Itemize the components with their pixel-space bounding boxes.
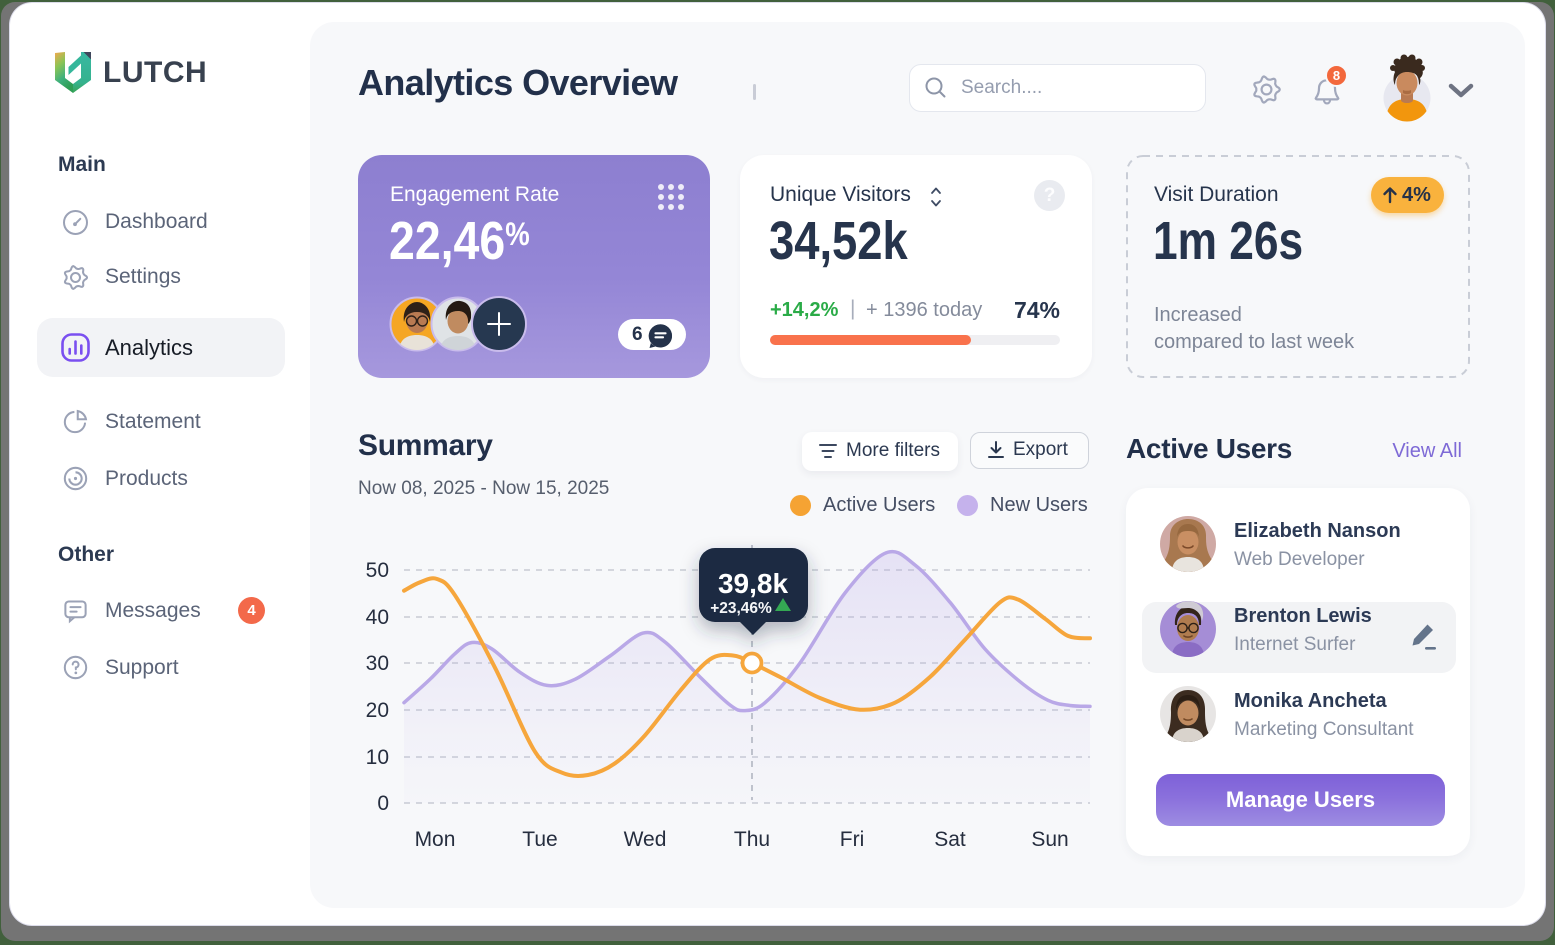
- svg-text:10: 10: [366, 746, 389, 769]
- svg-text:Sat: Sat: [934, 828, 966, 851]
- svg-text:Fri: Fri: [840, 828, 865, 851]
- svg-text:Thu: Thu: [734, 828, 770, 851]
- svg-text:Tue: Tue: [522, 828, 557, 851]
- svg-text:0: 0: [377, 792, 389, 815]
- svg-text:Sun: Sun: [1031, 828, 1068, 851]
- svg-text:40: 40: [366, 606, 389, 629]
- svg-text:20: 20: [366, 699, 389, 722]
- svg-text:30: 30: [366, 652, 389, 675]
- svg-text:+23,46%: +23,46%: [710, 600, 772, 617]
- svg-text:Mon: Mon: [415, 828, 456, 851]
- svg-text:Wed: Wed: [624, 828, 667, 851]
- svg-text:39,8k: 39,8k: [718, 568, 788, 599]
- svg-text:50: 50: [366, 559, 389, 582]
